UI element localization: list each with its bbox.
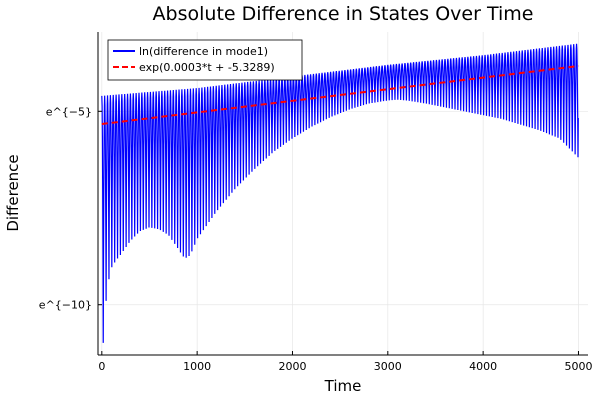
y-tick-label-0: e^{−5} (46, 105, 92, 118)
ticks: 0 1000 2000 3000 4000 5000 e^{−5} e^{−10} (39, 105, 593, 373)
legend-box (107, 39, 303, 81)
y-axis-label: Difference (4, 154, 22, 231)
x-tick-label-1: 1000 (183, 360, 211, 373)
chart-title: Absolute Difference in States Over Time (153, 3, 534, 25)
x-tick-label-2: 2000 (278, 360, 306, 373)
series-fit-line (101, 65, 579, 126)
series-layer (101, 43, 579, 343)
axes (97, 32, 588, 356)
x-tick-label-4: 4000 (469, 360, 497, 373)
x-axis-label: Time (324, 377, 362, 395)
y-tick-label-1: e^{−10} (39, 299, 92, 312)
x-tick-label-5: 5000 (564, 360, 592, 373)
legend-label-fit: exp(0.0003*t + -5.3289) (139, 61, 275, 74)
series-mode1-line (101, 43, 579, 343)
x-tick-label-3: 3000 (374, 360, 402, 373)
legend: ln(difference in mode1) exp(0.0003*t + -… (107, 39, 303, 81)
x-tick-label-0: 0 (98, 360, 105, 373)
legend-label-mode1: ln(difference in mode1) (139, 45, 268, 58)
